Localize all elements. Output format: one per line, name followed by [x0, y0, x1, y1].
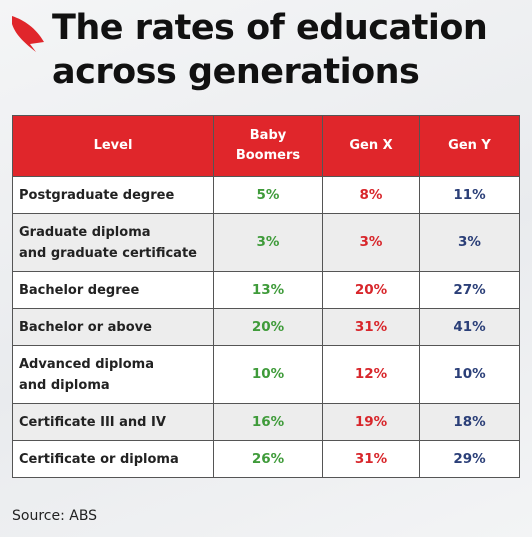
- table-row: Bachelor degree 13% 20% 27%: [12, 271, 520, 309]
- cell-value: 26%: [213, 440, 323, 478]
- cell-value: 3%: [419, 213, 520, 272]
- cell-value: 3%: [322, 213, 420, 272]
- column-header: Baby Boomers: [213, 115, 323, 177]
- cell-value: 31%: [322, 440, 420, 478]
- row-label: Certificate III and IV: [12, 403, 214, 441]
- source: Source: ABS: [12, 508, 98, 524]
- row-label: Postgraduate degree: [12, 176, 214, 214]
- column-header: Level: [12, 115, 214, 177]
- cell-value: 20%: [322, 271, 420, 309]
- row-label: Bachelor or above: [12, 308, 214, 346]
- table-row: Bachelor or above 20% 31% 41%: [12, 308, 520, 346]
- cell-value: 19%: [322, 403, 420, 441]
- cell-value: 16%: [213, 403, 323, 441]
- header-row: Level Baby Boomers Gen X Gen Y: [12, 115, 520, 177]
- table: Level Baby Boomers Gen X Gen Y Postgraduate…: [12, 115, 520, 478]
- cell-value: 27%: [419, 271, 520, 309]
- table-body: Postgraduate degree 5% 8% 11% Graduate diplo…: [12, 176, 520, 478]
- table-row: Advanced diploma and diploma 10% 12% 10%: [12, 345, 520, 404]
- row-label: Graduate diploma and graduate certificat…: [12, 213, 214, 272]
- table-row: Certificate III and IV 16% 19% 18%: [12, 403, 520, 441]
- cell-value: 29%: [419, 440, 520, 478]
- cell-value: 3%: [213, 213, 323, 272]
- cell-value: 41%: [419, 308, 520, 346]
- row-label: Bachelor degree: [12, 271, 214, 309]
- cell-value: 18%: [419, 403, 520, 441]
- table-row: Postgraduate degree 5% 8% 11%: [12, 176, 520, 214]
- cell-value: 5%: [213, 176, 323, 214]
- column-header: Gen X: [322, 115, 420, 177]
- row-label: Certificate or diploma: [12, 440, 214, 478]
- cell-value: 20%: [213, 308, 323, 346]
- cell-value: 11%: [419, 176, 520, 214]
- logo: [12, 16, 44, 52]
- row-label: Advanced diploma and diploma: [12, 345, 214, 404]
- column-header: Gen Y: [419, 115, 520, 177]
- cell-value: 8%: [322, 176, 420, 214]
- title: The rates of education across generation…: [52, 8, 488, 92]
- table-row: Graduate diploma and graduate certificat…: [12, 213, 520, 272]
- cell-value: 10%: [213, 345, 323, 404]
- cell-value: 10%: [419, 345, 520, 404]
- table-row: Certificate or diploma 26% 31% 29%: [12, 440, 520, 478]
- cell-value: 13%: [213, 271, 323, 309]
- cell-value: 31%: [322, 308, 420, 346]
- cell-value: 12%: [322, 345, 420, 404]
